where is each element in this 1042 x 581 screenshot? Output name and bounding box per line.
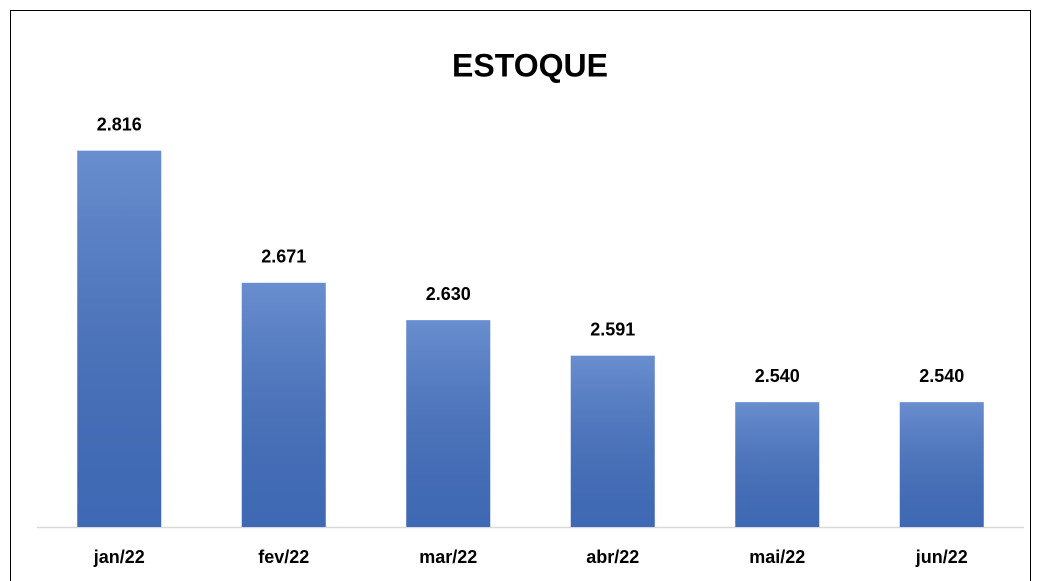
bar-shade (77, 150, 162, 527)
bar-shade (406, 320, 491, 527)
bar-shade (570, 355, 655, 527)
data-label: 2.591 (590, 319, 635, 339)
chart-title: ESTOQUE (452, 47, 608, 83)
x-tick-label: fev/22 (258, 547, 309, 567)
bar-shade (241, 282, 326, 527)
data-label: 2.540 (919, 366, 964, 386)
x-tick-label: jan/22 (93, 547, 145, 567)
x-tick-label: mai/22 (749, 547, 805, 567)
x-tick-label: abr/22 (586, 547, 639, 567)
data-label: 2.816 (97, 114, 142, 134)
bar-shade (735, 402, 820, 527)
x-tick-label: mar/22 (419, 547, 477, 567)
x-tick-label: jun/22 (915, 547, 968, 567)
chart-frame (10, 10, 1031, 581)
data-label: 2.671 (261, 247, 306, 267)
data-label: 2.630 (426, 284, 471, 304)
data-label: 2.540 (755, 366, 800, 386)
bar-shade (899, 402, 984, 527)
